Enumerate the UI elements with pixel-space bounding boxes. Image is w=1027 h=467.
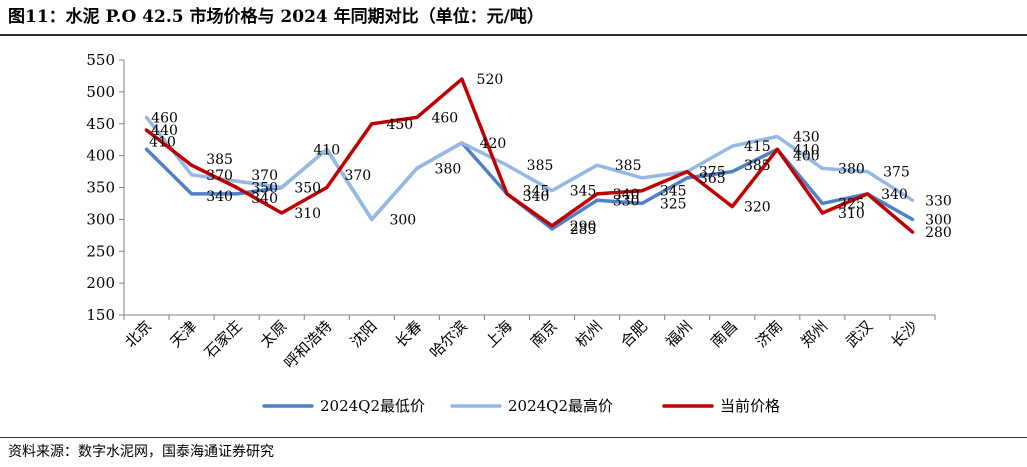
series-line-1 (144, 115, 915, 222)
x-tick-label: 呼和浩特 (280, 317, 335, 372)
data-label: 340 (251, 191, 278, 207)
data-label: 290 (570, 219, 597, 235)
y-tick-label: 550 (86, 51, 115, 69)
x-tick-label: 南昌 (707, 317, 741, 351)
legend-label-0: 2024Q2最低价 (320, 397, 425, 415)
x-tick-label: 杭州 (572, 317, 606, 351)
data-label: 325 (838, 196, 865, 212)
y-tick-label: 400 (86, 147, 115, 165)
x-tick-label: 长沙 (887, 317, 921, 351)
data-label: 330 (925, 193, 952, 209)
y-tick-label: 300 (86, 210, 115, 228)
data-label: 400 (793, 149, 820, 165)
x-tick-label: 南京 (527, 317, 561, 351)
chart-title: 图11：水泥 P.O 42.5 市场价格与 2024 年同期对比（单位：元/吨） (8, 7, 544, 27)
y-tick-label: 450 (86, 115, 115, 133)
data-label: 370 (344, 168, 371, 184)
data-label: 330 (613, 193, 640, 209)
legend-label-1: 2024Q2最高价 (508, 397, 613, 415)
data-label: 460 (431, 110, 458, 126)
x-tick-label: 福州 (662, 317, 696, 351)
x-tick-label: 长春 (392, 317, 426, 351)
data-label: 280 (925, 225, 952, 241)
data-label: 410 (793, 142, 820, 158)
data-label: 375 (699, 165, 726, 181)
data-label: 325 (660, 196, 687, 212)
x-tick-label: 济南 (752, 317, 786, 351)
data-label: 340 (523, 189, 550, 205)
data-label: 310 (294, 206, 321, 222)
data-label: 460 (151, 110, 178, 126)
data-label: 420 (480, 136, 507, 152)
y-tick-label: 150 (86, 306, 115, 324)
x-tick-label: 武汉 (842, 317, 876, 351)
data-label: 350 (294, 181, 321, 197)
data-label: 340 (613, 187, 640, 203)
data-label: 340 (881, 187, 908, 203)
data-label: 385 (615, 158, 642, 174)
data-label: 350 (251, 181, 278, 197)
data-label: 370 (206, 168, 233, 184)
data-label: 320 (744, 200, 771, 216)
data-label: 340 (206, 189, 233, 205)
data-label: 370 (251, 168, 278, 184)
data-label: 385 (206, 152, 233, 168)
data-label: 300 (389, 212, 416, 228)
footer-divider (0, 437, 1027, 438)
data-label: 380 (435, 161, 462, 177)
x-tick-label: 北京 (121, 317, 155, 351)
y-tick-label: 200 (86, 274, 115, 292)
data-label: 415 (744, 139, 771, 155)
data-label: 345 (523, 184, 550, 200)
line-chart: 150 200 250 300 350 400 450 500 550 北京 天津 石家庄 太原呼和浩特… (86, 51, 952, 415)
y-tick-label: 350 (86, 179, 115, 197)
source-note: 资料来源：数字水泥网，国泰海通证券研究 (8, 444, 274, 460)
title-divider (0, 34, 1027, 36)
x-tick-label: 天津 (166, 317, 200, 351)
legend-label-2: 当前价格 (720, 397, 780, 415)
series-line-2 (144, 77, 915, 234)
data-label: 285 (570, 222, 597, 238)
data-label: 410 (149, 134, 176, 150)
data-label: 380 (838, 161, 865, 177)
y-tick-label: 250 (86, 242, 115, 260)
data-label: 365 (699, 171, 726, 187)
x-tick-label: 沈阳 (347, 317, 381, 351)
y-tick-label: 500 (86, 83, 115, 101)
x-tick-label: 郑州 (797, 317, 831, 351)
data-label: 385 (744, 158, 771, 174)
x-tick-label: 石家庄 (201, 317, 246, 362)
data-label: 450 (386, 117, 413, 133)
data-label: 375 (883, 165, 910, 181)
data-label: 440 (151, 123, 178, 139)
data-label: 345 (570, 184, 597, 200)
data-label: 520 (477, 72, 504, 88)
x-tick-label: 太原 (257, 317, 291, 351)
data-label: 430 (793, 130, 820, 146)
data-label: 345 (660, 184, 687, 200)
x-tick-label: 哈尔滨 (426, 317, 471, 362)
data-label: 310 (838, 206, 865, 222)
data-label: 410 (313, 142, 340, 158)
x-tick-label: 上海 (482, 317, 516, 351)
x-tick-label: 合肥 (617, 317, 651, 351)
data-label: 300 (925, 212, 952, 228)
data-label: 385 (527, 158, 554, 174)
